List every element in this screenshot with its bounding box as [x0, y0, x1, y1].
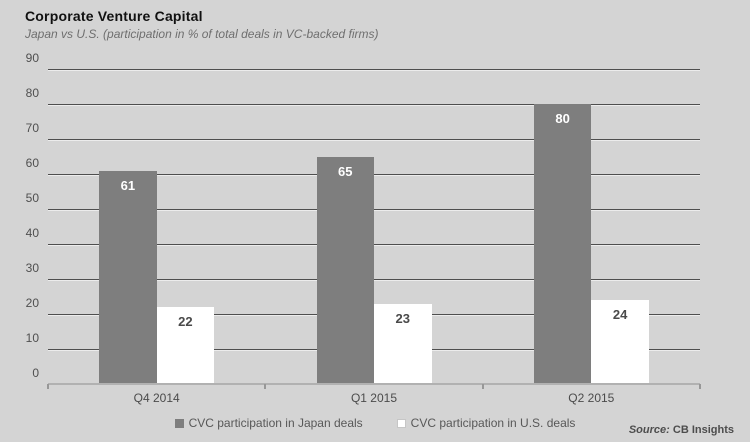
bar-value-label: 23	[395, 310, 410, 326]
gridline-y-70	[48, 139, 700, 140]
x-axis-label-q2-2015: Q2 2015	[568, 391, 615, 405]
y-axis-label-80: 80	[25, 86, 39, 100]
y-axis-label-10: 10	[25, 331, 39, 345]
x-axis-line	[48, 383, 700, 385]
gridline-y-40	[48, 244, 700, 245]
bar-japan-q4-2014: 61	[99, 170, 157, 384]
gridline-y-60	[48, 174, 700, 175]
bar-value-label: 65	[338, 163, 353, 179]
x-axis-label-q4-2014: Q4 2014	[133, 391, 180, 405]
legend-label: CVC participation in U.S. deals	[410, 416, 576, 430]
bar-japan-q2-2015: 80	[533, 104, 592, 384]
y-axis-label-70: 70	[25, 121, 39, 135]
x-axis-tick	[47, 384, 49, 389]
bar-value-label: 61	[120, 177, 136, 193]
chart-title: Corporate Venture Capital	[25, 8, 203, 24]
source-value: CB Insights	[672, 424, 734, 436]
chart-header: Corporate Venture Capital Japan vs U.S. …	[25, 8, 378, 41]
source-label: Source:	[628, 424, 670, 436]
legend-swatch-us-icon	[396, 418, 406, 428]
gridline-y-80	[48, 104, 700, 105]
bar-us-q1-2015: 23	[374, 303, 432, 384]
y-axis-label-40: 40	[25, 226, 39, 240]
x-axis-tick	[699, 384, 701, 389]
bar-us-q2-2015: 24	[591, 300, 649, 384]
y-axis-label-60: 60	[25, 156, 39, 170]
gridline-y-50	[48, 209, 700, 210]
legend-item-japan: CVC participation in Japan deals	[174, 416, 363, 430]
y-axis-label-90: 90	[25, 51, 39, 65]
bar-value-label: 80	[555, 111, 570, 126]
legend-swatch-japan-icon	[174, 418, 184, 428]
x-axis-label-q1-2015: Q1 2015	[350, 391, 398, 405]
x-axis-tick	[481, 384, 484, 389]
y-axis-label-0: 0	[32, 366, 39, 380]
x-axis-tick	[264, 384, 267, 389]
plot-area: 0 10 20 30 40 50 60 70 80 90 61 22 Q4 2014 65 23 Q1 201…	[26, 52, 701, 405]
y-axis-label-30: 30	[25, 261, 39, 275]
legend-label: CVC participation in Japan deals	[188, 416, 363, 430]
gridline-y-30	[48, 279, 700, 280]
bar-value-label: 22	[178, 314, 193, 329]
y-axis-label-20: 20	[25, 296, 39, 310]
bar-value-label: 24	[612, 307, 628, 322]
bar-japan-q1-2015: 65	[316, 156, 374, 384]
gridline-y-90	[48, 69, 700, 70]
legend-item-us: CVC participation in U.S. deals	[396, 416, 576, 430]
chart-subtitle: Japan vs U.S. (participation in % of tot…	[25, 27, 379, 41]
source-note: Source: CB Insights	[629, 424, 734, 436]
bar-us-q4-2014: 22	[156, 307, 215, 384]
y-axis-label-50: 50	[25, 191, 39, 205]
legend: CVC participation in Japan deals CVC part…	[0, 416, 750, 430]
